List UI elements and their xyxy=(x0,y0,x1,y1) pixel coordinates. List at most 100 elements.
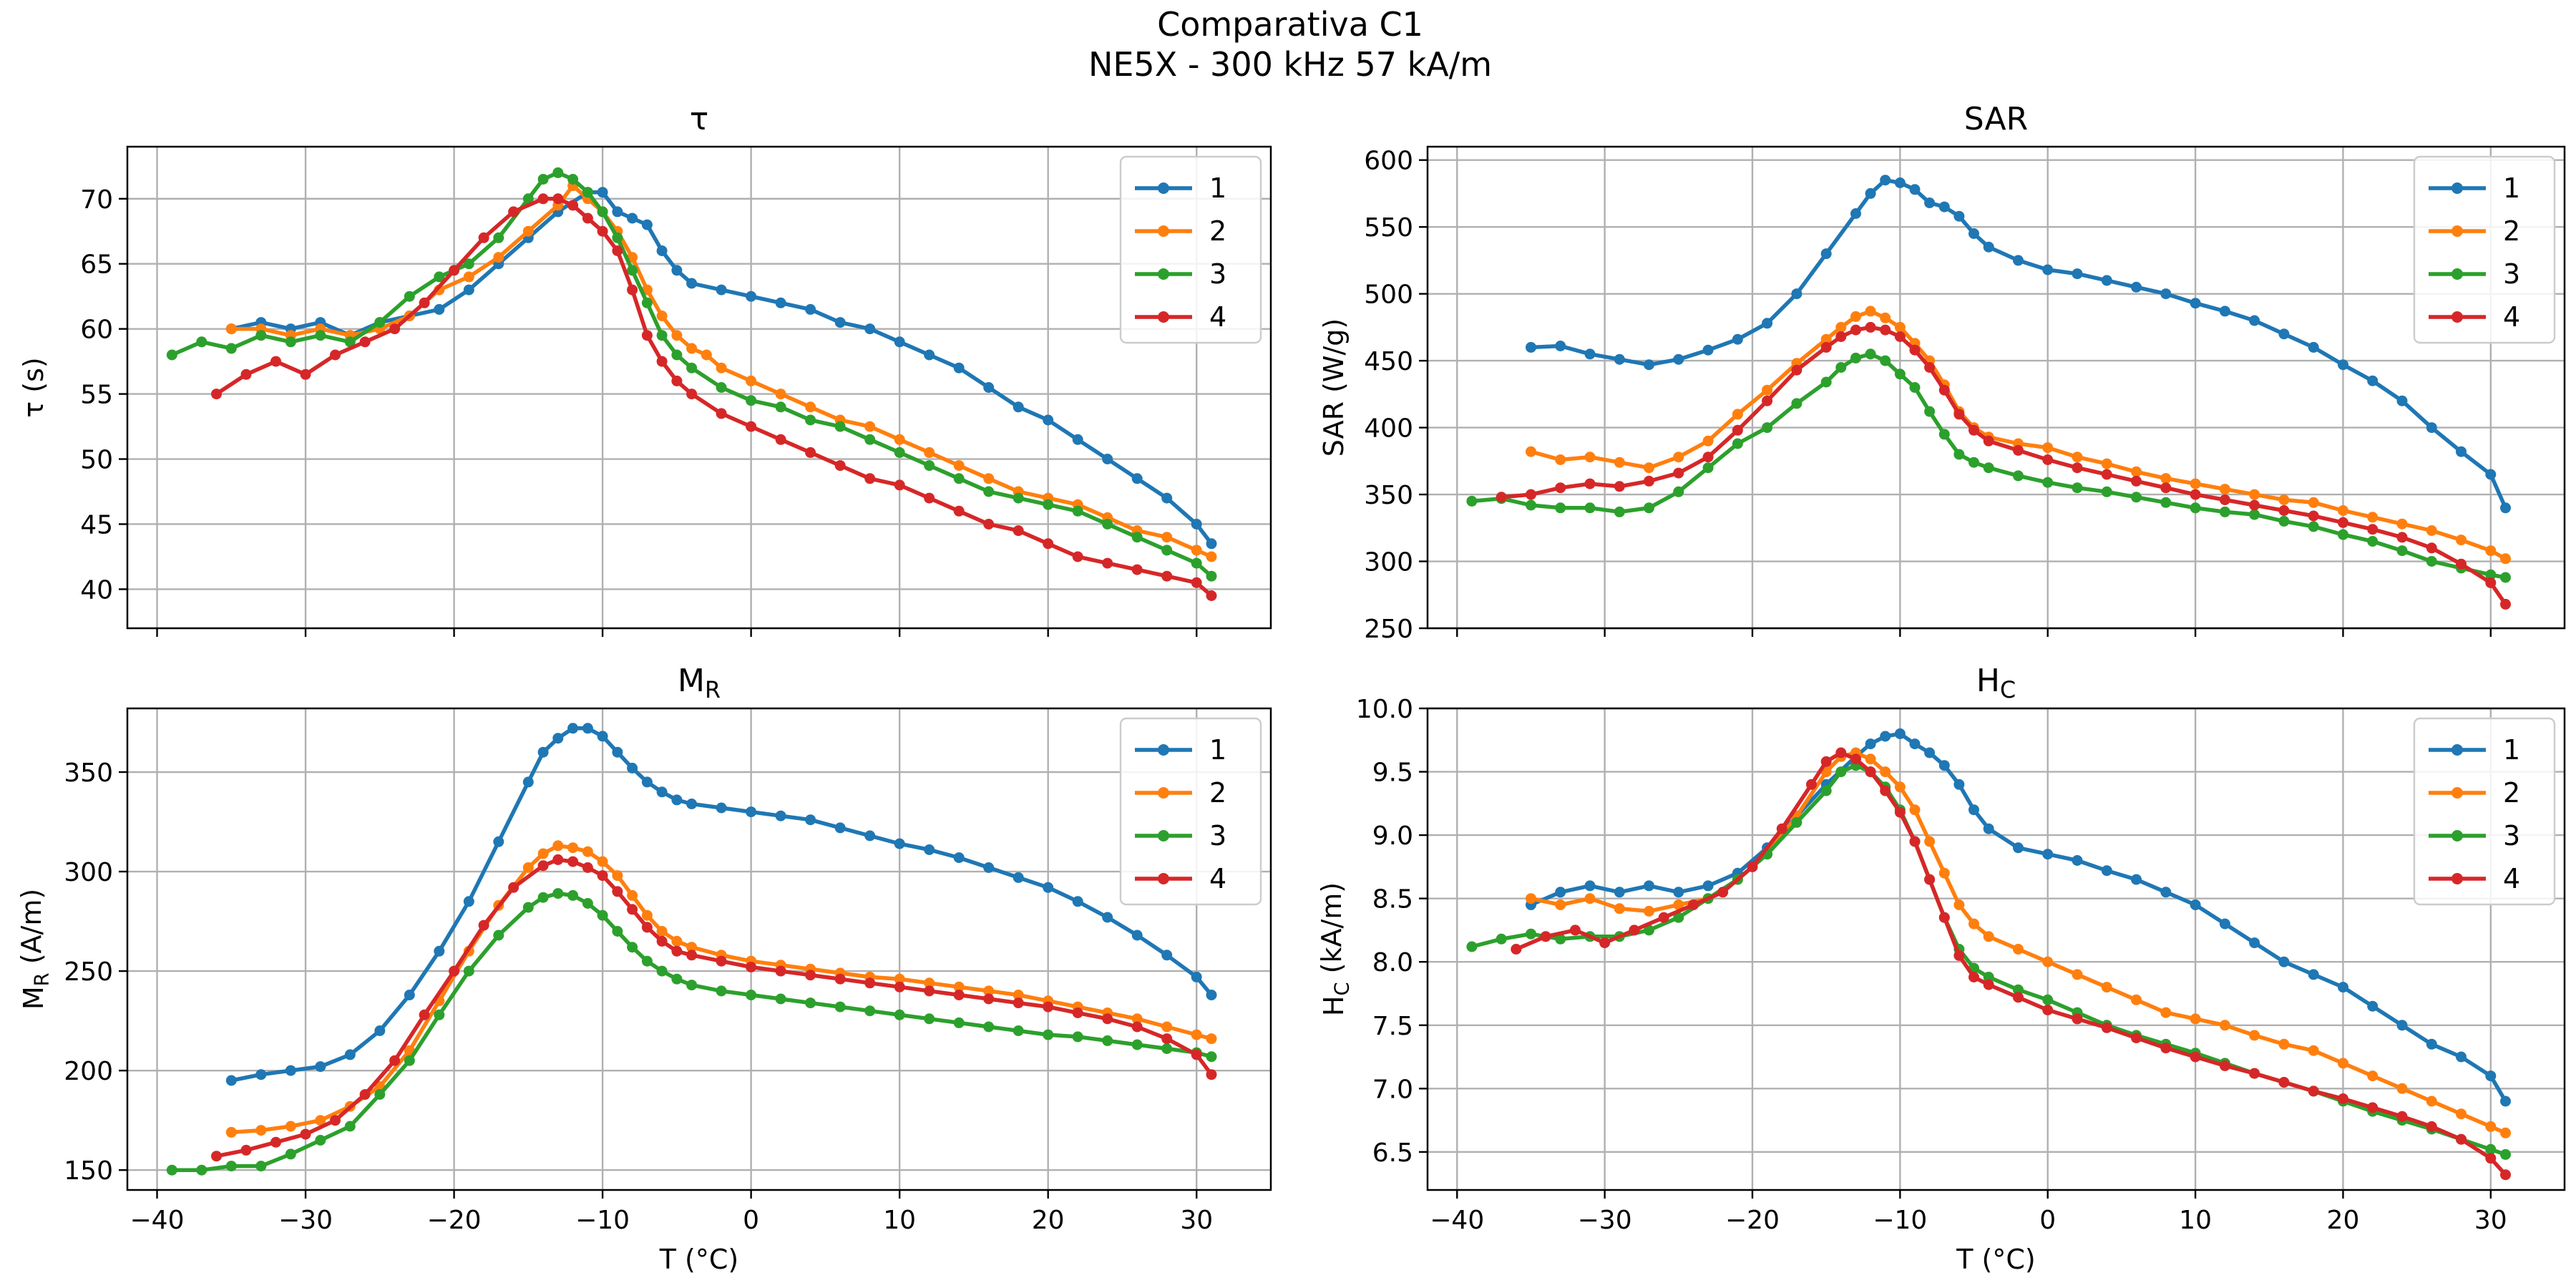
data-point-2 xyxy=(315,1115,326,1126)
legend-label-1: 1 xyxy=(2503,172,2520,204)
data-point-1 xyxy=(2160,288,2172,300)
data-point-2 xyxy=(1206,1033,1217,1045)
data-point-3 xyxy=(315,1135,326,1146)
data-point-1 xyxy=(2101,865,2112,877)
data-point-3 xyxy=(1968,457,1979,468)
data-point-1 xyxy=(2278,328,2290,340)
panel-3: −40 −30 −20 −10 0 10 20 30 150 200 250 300 350 MR MR (… xyxy=(16,663,1272,1275)
panel-title: MR xyxy=(678,663,721,703)
data-point-4 xyxy=(1191,1049,1202,1060)
data-point-3 xyxy=(567,889,579,901)
data-point-4 xyxy=(612,886,623,897)
series-group xyxy=(166,723,1217,1176)
data-point-1 xyxy=(2249,315,2260,326)
data-point-4 xyxy=(1820,341,1832,353)
data-point-1 xyxy=(1161,950,1173,961)
data-point-4 xyxy=(1614,481,1625,492)
data-point-2 xyxy=(1161,532,1173,543)
data-point-1 xyxy=(746,806,757,818)
y-tick-label: 250 xyxy=(1364,615,1413,644)
data-point-4 xyxy=(716,408,727,419)
data-point-4 xyxy=(2190,489,2201,500)
data-point-2 xyxy=(924,447,935,458)
data-point-4 xyxy=(671,945,683,957)
legend-marker-4 xyxy=(2451,873,2463,884)
data-point-3 xyxy=(2500,1148,2511,1160)
data-point-4 xyxy=(2101,469,2112,480)
data-point-2 xyxy=(1762,384,1773,396)
data-point-3 xyxy=(671,973,683,985)
data-point-3 xyxy=(463,965,474,977)
legend-label-3: 3 xyxy=(1209,820,1226,852)
data-point-1 xyxy=(2219,306,2230,317)
data-point-4 xyxy=(1131,564,1143,575)
data-point-3 xyxy=(225,343,237,354)
data-point-3 xyxy=(2500,572,2511,583)
series-line-2 xyxy=(231,844,1212,1135)
data-point-4 xyxy=(1850,324,1861,336)
data-point-2 xyxy=(2072,969,2083,980)
data-point-4 xyxy=(894,479,905,491)
data-point-2 xyxy=(627,889,638,901)
x-tick-label: −30 xyxy=(278,1206,333,1235)
data-point-4 xyxy=(1102,557,1113,569)
data-point-3 xyxy=(716,382,727,393)
panel-title-subscript: C xyxy=(2000,678,2016,703)
data-point-3 xyxy=(2485,1143,2497,1155)
data-point-1 xyxy=(746,291,757,302)
data-point-2 xyxy=(686,942,698,953)
data-point-4 xyxy=(1953,950,1965,961)
data-point-4 xyxy=(2042,1005,2054,1015)
data-point-3 xyxy=(1644,924,1654,936)
data-point-3 xyxy=(1072,505,1083,517)
data-point-2 xyxy=(1953,899,1965,910)
data-point-4 xyxy=(1072,551,1083,562)
data-point-1 xyxy=(864,830,876,841)
data-point-4 xyxy=(1894,806,1906,818)
data-point-1 xyxy=(894,838,905,849)
legend-box xyxy=(1119,155,1262,344)
data-point-2 xyxy=(641,909,653,921)
data-point-1 xyxy=(1013,872,1024,883)
data-point-4 xyxy=(1673,467,1684,479)
data-point-4 xyxy=(2013,444,2024,456)
data-point-2 xyxy=(656,311,668,321)
data-point-4 xyxy=(1953,409,1965,420)
data-point-1 xyxy=(1968,228,1979,239)
data-point-4 xyxy=(567,856,579,867)
data-point-4 xyxy=(1013,997,1024,1009)
legend-label-3: 3 xyxy=(2503,258,2520,290)
data-point-1 xyxy=(641,776,653,788)
data-point-2 xyxy=(2131,994,2142,1005)
data-point-1 xyxy=(805,814,816,826)
series-line-4 xyxy=(215,197,1213,597)
data-point-2 xyxy=(953,981,965,992)
data-point-2 xyxy=(2160,473,2172,484)
data-point-1 xyxy=(2308,969,2319,980)
data-point-2 xyxy=(1555,454,1566,465)
data-point-4 xyxy=(1043,538,1054,550)
ticks: 40 45 50 55 60 65 70 xyxy=(80,185,1198,637)
data-point-1 xyxy=(834,822,846,834)
legend-label-4: 4 xyxy=(2503,301,2520,333)
data-point-3 xyxy=(864,434,876,445)
data-point-3 xyxy=(953,1017,965,1028)
data-point-4 xyxy=(359,336,371,348)
data-point-3 xyxy=(166,349,177,361)
data-point-1 xyxy=(1953,210,1965,222)
data-point-4 xyxy=(597,870,608,882)
data-point-3 xyxy=(1673,912,1684,923)
y-tick-label: 70 xyxy=(80,185,113,215)
y-tick-label: 7.5 xyxy=(1372,1012,1413,1041)
data-point-1 xyxy=(627,762,638,774)
legend: 1 2 3 4 xyxy=(2413,717,2556,906)
data-point-3 xyxy=(315,330,326,341)
y-tick-label: 55 xyxy=(80,381,113,410)
data-point-2 xyxy=(2485,545,2497,557)
data-point-2 xyxy=(1614,903,1625,914)
data-point-1 xyxy=(1983,241,1994,253)
data-point-1 xyxy=(983,862,995,873)
data-point-3 xyxy=(1983,972,1994,982)
y-tick-label: 350 xyxy=(1364,481,1413,510)
data-point-1 xyxy=(225,1075,237,1086)
